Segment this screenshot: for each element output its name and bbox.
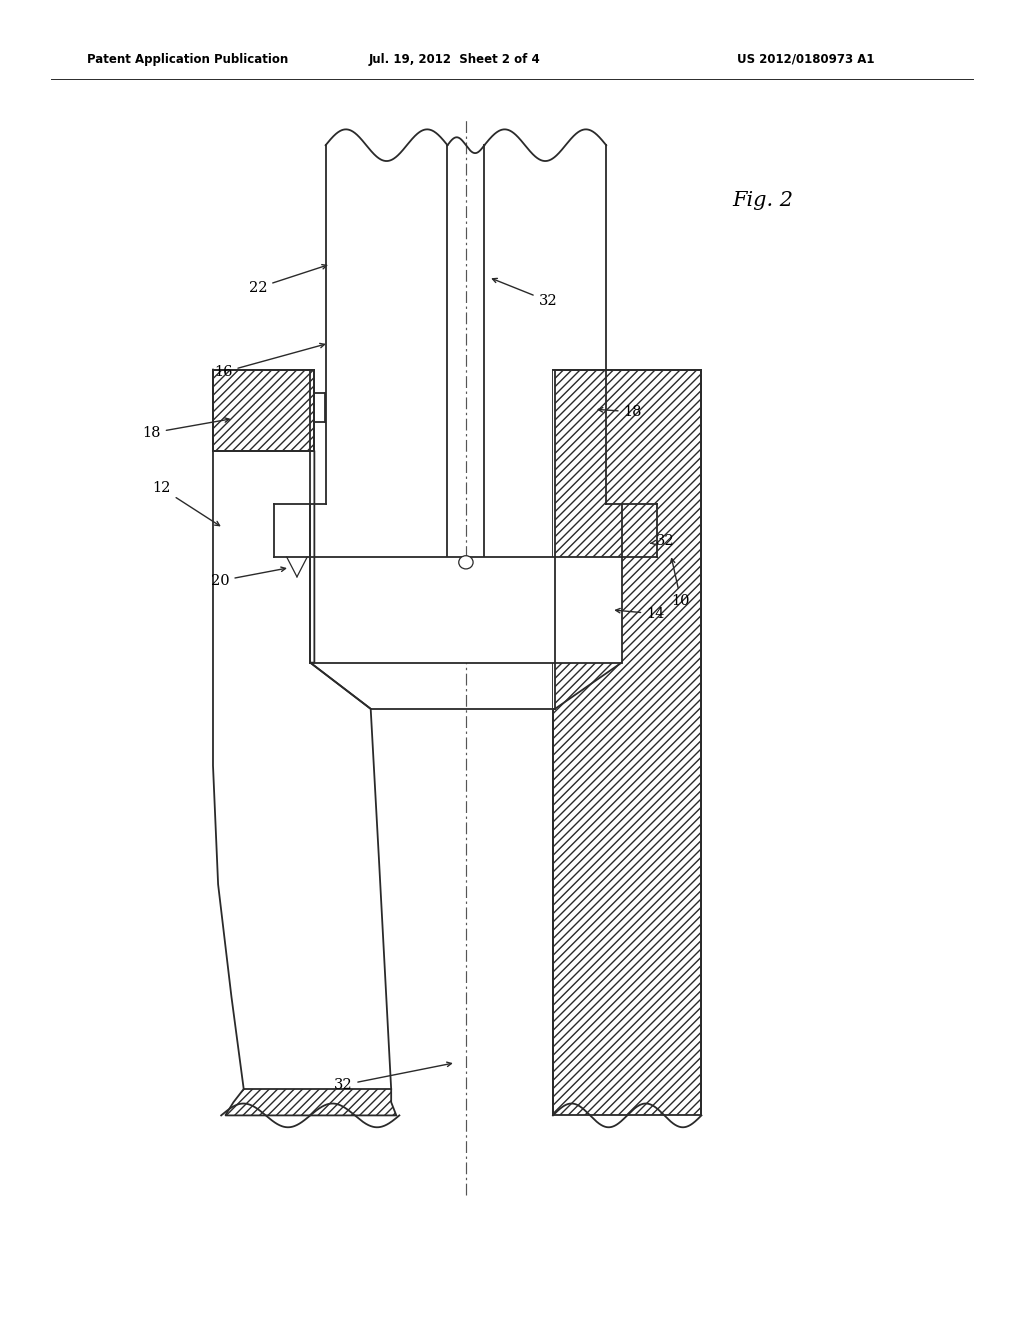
Text: 18: 18 (142, 418, 229, 440)
Text: 12: 12 (153, 482, 219, 525)
Text: 32: 32 (334, 1063, 452, 1092)
Text: Patent Application Publication: Patent Application Publication (87, 53, 289, 66)
Text: 10: 10 (671, 558, 690, 607)
Bar (310, 557, 622, 663)
Text: 18: 18 (598, 405, 642, 418)
Text: Fig. 2: Fig. 2 (732, 191, 794, 210)
Text: 20: 20 (211, 568, 286, 587)
Text: Jul. 19, 2012  Sheet 2 of 4: Jul. 19, 2012 Sheet 2 of 4 (369, 53, 541, 66)
Polygon shape (225, 1089, 396, 1115)
Bar (213, 370, 314, 451)
Bar (553, 370, 701, 1115)
Text: 32: 32 (493, 279, 557, 308)
Text: 32: 32 (650, 535, 675, 548)
Text: 14: 14 (615, 607, 665, 620)
Ellipse shape (459, 556, 473, 569)
Text: US 2012/0180973 A1: US 2012/0180973 A1 (737, 53, 874, 66)
Text: 22: 22 (249, 264, 327, 294)
Text: 16: 16 (214, 343, 325, 379)
Bar (553, 370, 555, 709)
